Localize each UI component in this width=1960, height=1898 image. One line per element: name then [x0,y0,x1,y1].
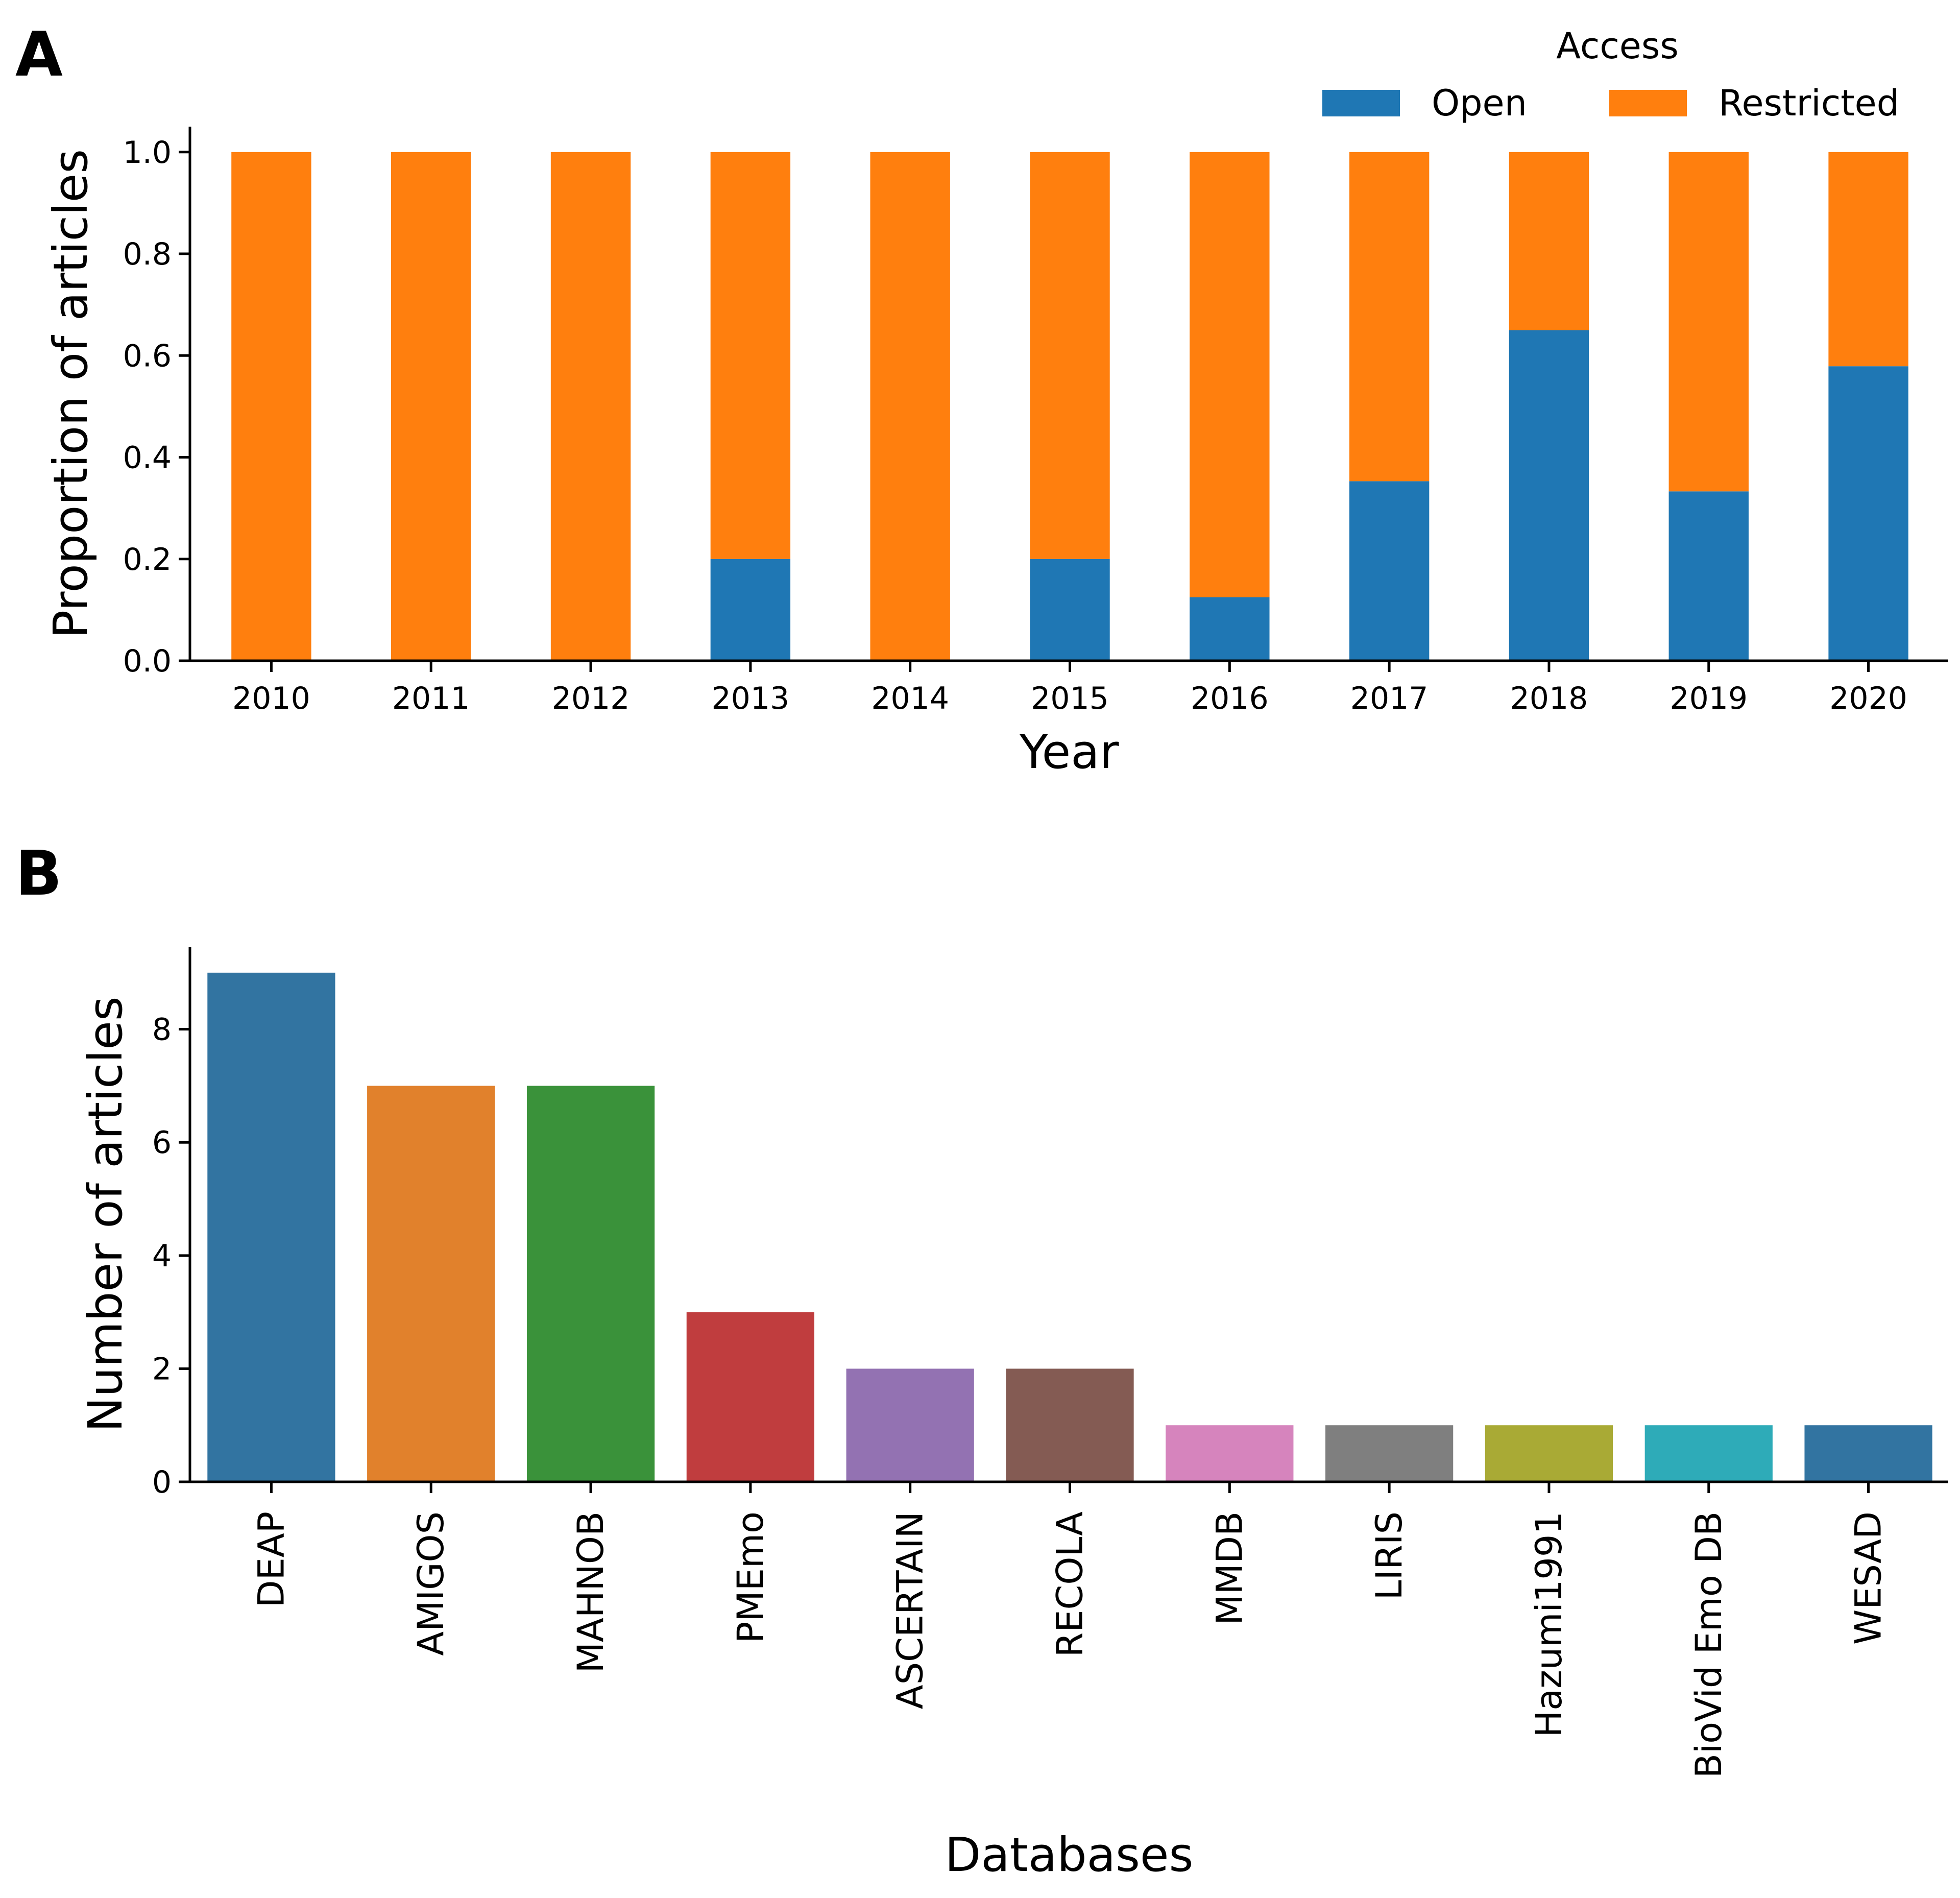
x-tick-label: 2014 [871,681,949,716]
panel-a-legend: Access Open Restricted [1322,25,1899,124]
y-tick-label: 6 [152,1125,172,1161]
y-tick-label: 0.6 [123,338,172,374]
bar-open-2018 [1509,330,1589,661]
panel-a-y-axis-title: Proportion of articles [43,149,98,638]
panel-b-x-axis-title: Databases [945,1828,1194,1882]
panel-b-y-ticks: 0 2 4 6 8 [152,1012,190,1500]
bar-restricted-2017 [1349,152,1430,482]
panel-b-y-axis-title: Number of articles [78,996,133,1432]
bar-restricted-2016 [1190,152,1270,597]
bar-open-2015 [1030,559,1110,661]
x-tick-label: MMDB [1208,1511,1250,1625]
x-tick-label: 2018 [1510,681,1588,716]
x-tick-label: 2015 [1031,681,1109,716]
panel-b-bar-chart: B 0 2 4 6 8 DEAP AMIGOS MAHNOB PMEmo ASCERTAIN RE… [15,838,1948,1882]
x-tick-label: 2013 [712,681,790,716]
panel-a-y-ticks: 0.0 0.2 0.4 0.6 0.8 1.0 [123,135,190,679]
bar-hazumi1991 [1485,1425,1613,1482]
bar-restricted-2012 [550,152,631,661]
bar-mahnob [526,1086,655,1482]
x-tick-label: 2012 [552,681,630,716]
y-tick-label: 0.2 [123,542,172,578]
bar-restricted-2015 [1030,152,1110,559]
x-tick-label: RECOLA [1049,1511,1091,1657]
y-tick-label: 0 [152,1464,172,1500]
x-tick-label: BioVid Emo DB [1688,1511,1730,1778]
x-tick-label: 2020 [1829,681,1907,716]
bar-restricted-2018 [1509,152,1589,330]
bar-ascertain [846,1368,974,1482]
y-tick-label: 1.0 [123,135,172,171]
bar-open-2020 [1828,366,1908,661]
y-tick-label: 8 [152,1012,172,1048]
panel-a-stacked-bar-chart: A 0.00.20.40.60.81.0 2010 2011 2012 2013 201… [15,19,1948,779]
bar-open-2016 [1190,597,1270,661]
y-tick-label: 0.0 [123,643,172,679]
y-tick-label: 0.4 [123,440,172,476]
x-tick-label: DEAP [250,1511,292,1607]
bar-biovid-emo-db [1644,1425,1773,1482]
x-tick-label: 2010 [232,681,310,716]
panel-a-letter: A [15,19,63,90]
x-tick-label: 2019 [1669,681,1748,716]
x-tick-label: ASCERTAIN [889,1511,931,1709]
bar-amigos [367,1086,495,1482]
x-tick-label: 2016 [1191,681,1269,716]
bar-liris [1325,1425,1454,1482]
x-tick-label: PMEmo [730,1511,771,1643]
legend-title: Access [1556,25,1679,67]
bar-restricted-2011 [391,152,471,661]
bar-open-2019 [1668,491,1749,661]
panel-b-x-ticks: DEAP AMIGOS MAHNOB PMEmo ASCERTAIN RECOLA MMDB… [250,1482,1890,1778]
bar-open-2017 [1349,481,1430,661]
y-tick-label: 0.8 [123,236,172,272]
x-tick-label: WESAD [1848,1511,1890,1645]
legend-swatch-open [1322,90,1400,116]
y-tick-label: 2 [152,1351,172,1387]
bar-deap [207,972,335,1482]
legend-label-open: Open [1432,82,1527,124]
panel-a-x-axis-title: Year [1019,725,1119,779]
bar-restricted-2019 [1668,152,1749,492]
bar-restricted-2010 [231,152,311,661]
panel-a-x-ticks: 2010 2011 2012 2013 2014 2015 2016 2017 2018 2019… [232,661,1907,716]
panel-b-bars [207,972,1932,1482]
x-tick-label: AMIGOS [410,1511,452,1656]
legend-swatch-restricted [1609,90,1687,116]
bar-wesad [1804,1425,1932,1482]
bar-restricted-2013 [710,152,791,559]
panel-b-letter: B [15,838,62,909]
bar-restricted-2020 [1828,152,1908,367]
bar-mmdb [1166,1425,1294,1482]
panel-a-bars [231,152,1908,661]
y-tick-label: 4 [152,1238,172,1274]
x-tick-label: LIRIS [1368,1511,1410,1600]
bar-recola [1006,1368,1134,1482]
x-tick-label: 2011 [392,681,470,716]
x-tick-label: MAHNOB [570,1511,612,1673]
bar-pmemo [686,1312,814,1482]
bar-open-2013 [710,559,791,661]
bar-restricted-2014 [870,152,950,661]
x-tick-label: 2017 [1350,681,1429,716]
legend-label-restricted: Restricted [1719,82,1899,124]
x-tick-label: Hazumi1991 [1528,1511,1570,1737]
